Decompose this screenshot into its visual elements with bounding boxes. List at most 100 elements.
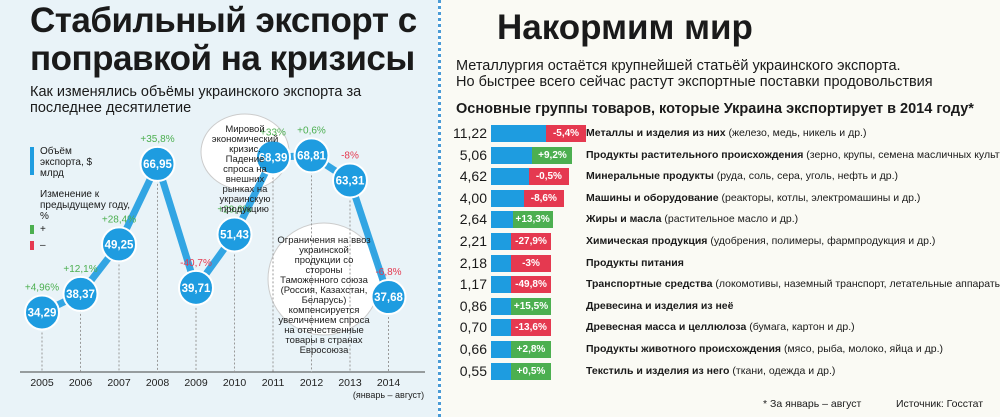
data-point xyxy=(139,145,176,182)
row-category: Минеральные продукты xyxy=(586,170,714,183)
change-label: +0,6% xyxy=(297,125,326,136)
row-label: Машины и оборудование (реакторы, котлы, … xyxy=(586,192,920,204)
row-value: 2,21 xyxy=(459,233,487,249)
row-value-bar xyxy=(491,211,513,229)
row-value-bar xyxy=(491,254,511,272)
x-tick-label: 2007 xyxy=(107,377,131,389)
export-group-row: 2,21 -27,9% Химическая продукция (удобрени… xyxy=(441,232,1000,251)
row-value: 0,66 xyxy=(459,341,487,357)
callout-crisis: Мировой экономический кризис. Падение сп… xyxy=(210,125,280,215)
row-label: Химическая продукция (удобрения, полимер… xyxy=(586,235,935,247)
row-category: Жиры и масла xyxy=(586,213,662,226)
export-group-row: 4,00 -8,6% Машины и оборудование (реакторы… xyxy=(441,189,1000,208)
data-value-label: 66,95 xyxy=(143,159,172,171)
chart-legend: Объём экспорта, $ млрд Изменение к преды… xyxy=(30,146,130,251)
x-tick-label: 2011 xyxy=(262,377,285,389)
change-label: +33% xyxy=(260,127,286,138)
x-tick-label: 2005 xyxy=(30,377,54,389)
row-detail: (зерно, крупы, семена масличных культур … xyxy=(806,148,1000,161)
change-label: +29,6% xyxy=(217,204,251,215)
left-title: Стабильный экспорт с поправкой на кризис… xyxy=(30,1,417,78)
change-label: -6,8% xyxy=(375,267,401,278)
row-category: Металлы и изделия из них xyxy=(586,127,726,139)
legend-change-label: Изменение к предыдущему году, % xyxy=(40,189,130,222)
row-label: Транспортные средства (локомотивы, назем… xyxy=(586,278,1000,290)
row-value-bar xyxy=(491,319,511,337)
row-change-badge: -5,4% xyxy=(546,125,586,142)
row-value-bar xyxy=(491,146,533,164)
row-detail: (руда, соль, сера, уголь, нефть и др.) xyxy=(713,170,899,183)
row-change-badge: +2,8% xyxy=(511,341,551,358)
change-label: +35,8% xyxy=(140,134,174,145)
row-detail: (железо, медь, никель и др.) xyxy=(725,127,867,139)
row-label: Текстиль и изделия из него (ткани, одежд… xyxy=(586,365,835,377)
footnote: * За январь – август xyxy=(763,398,862,410)
legend-minus-swatch xyxy=(30,241,34,250)
export-group-row: 2,64 +13,3% Жиры и масла (растительное мас… xyxy=(441,210,1000,229)
row-value-bar xyxy=(491,189,524,207)
row-value: 0,55 xyxy=(459,362,487,379)
data-point xyxy=(62,275,99,312)
row-value-bar xyxy=(491,297,511,315)
left-subtitle: Как изменялись объёмы украинского экспор… xyxy=(30,84,362,116)
row-label: Продукты растительного происхождения (зе… xyxy=(586,149,1000,161)
row-detail: (локомотивы, наземный транспорт, летател… xyxy=(715,278,1000,291)
row-change-badge: +0,5% xyxy=(511,362,551,380)
export-group-row: 2,18 -3% Продукты питания xyxy=(441,254,1000,273)
data-point xyxy=(293,137,330,174)
row-change-badge: -49,8% xyxy=(511,276,551,294)
row-category: Продукты животного происхождения xyxy=(586,343,782,355)
panel-divider xyxy=(438,0,441,417)
export-group-row: 0,86 +15,5% Древесина и изделия из неё xyxy=(441,297,1000,316)
row-label: Древесина и изделия из неё xyxy=(586,300,733,312)
data-point xyxy=(255,139,291,176)
row-value: 4,00 xyxy=(459,189,487,206)
data-point xyxy=(24,294,60,331)
right-panel: Накормим мир Металлургия остаётся крупне… xyxy=(441,0,1000,417)
row-change-badge: -3% xyxy=(511,254,551,272)
export-group-row: 1,17 -49,8% Транспортные средства (локомот… xyxy=(441,275,1000,294)
row-category: Машины и оборудование xyxy=(586,191,719,204)
x-tick-label: 2012 xyxy=(300,377,324,389)
change-label: +12,1% xyxy=(63,264,97,275)
change-label: +4,96% xyxy=(25,282,59,293)
right-title: Накормим мир xyxy=(497,8,753,47)
change-label: +28,4% xyxy=(102,214,136,225)
row-change-badge: +15,5% xyxy=(511,297,551,315)
row-change-badge: -27,9% xyxy=(511,233,551,250)
callout-crisis-text: Мировой экономический кризис. Падение сп… xyxy=(211,124,279,215)
series-line xyxy=(40,151,392,316)
right-subtitle: Металлургия остаётся крупнейшей статьёй … xyxy=(456,58,933,90)
legend-volume-swatch xyxy=(30,147,34,175)
source: Источник: Госстат xyxy=(896,398,984,410)
row-label: Жиры и масла (растительное масло и др.) xyxy=(586,213,798,225)
export-group-row: 5,06 +9,2% Продукты растительного происхож… xyxy=(441,146,1000,165)
export-line-chart: 34,29 +4,96% 2005 38,37 +12,1% 2006 49,25 +28,4… xyxy=(20,113,425,400)
x-tick-label: 2009 xyxy=(184,377,208,389)
row-value: 11,22 xyxy=(453,125,487,141)
callout-restrictions: Ограничения на ввоз украинской продукции… xyxy=(276,236,372,356)
legend-volume-label: Объём экспорта, $ млрд xyxy=(40,146,93,179)
row-detail: (бумага, картон и др.) xyxy=(746,321,855,334)
data-point xyxy=(101,226,137,263)
change-label: -40,7% xyxy=(180,258,212,269)
row-value-bar xyxy=(491,362,511,380)
export-group-row: 0,66 +2,8% Продукты животного происхождени… xyxy=(441,340,1000,359)
data-point xyxy=(216,216,253,253)
row-category: Текстиль и изделия из него xyxy=(586,364,730,377)
row-label: Продукты питания xyxy=(586,257,684,269)
callout-restrictions-text: Ограничения на ввоз украинской продукции… xyxy=(277,235,371,356)
data-value-label: 68,81 xyxy=(297,150,326,162)
row-detail: (растительное масло и др.) xyxy=(661,213,799,226)
data-value-label: 38,37 xyxy=(66,289,95,301)
row-detail: (реакторы, котлы, электромашины и др.) xyxy=(718,191,921,204)
row-category: Продукты растительного происхождения xyxy=(586,148,804,161)
data-point xyxy=(370,279,407,316)
row-category: Древесная масса и целлюлоза xyxy=(586,321,747,334)
row-category: Древесина и изделия из неё xyxy=(586,299,734,312)
x-tick-label: 2008 xyxy=(146,377,170,389)
row-label: Древесная масса и целлюлоза (бумага, кар… xyxy=(586,321,855,333)
export-group-row: 11,22 -5,4% Металлы и изделия из них (желе… xyxy=(441,124,1000,143)
row-category: Продукты питания xyxy=(586,256,684,269)
row-change-badge: +13,3% xyxy=(512,211,553,229)
